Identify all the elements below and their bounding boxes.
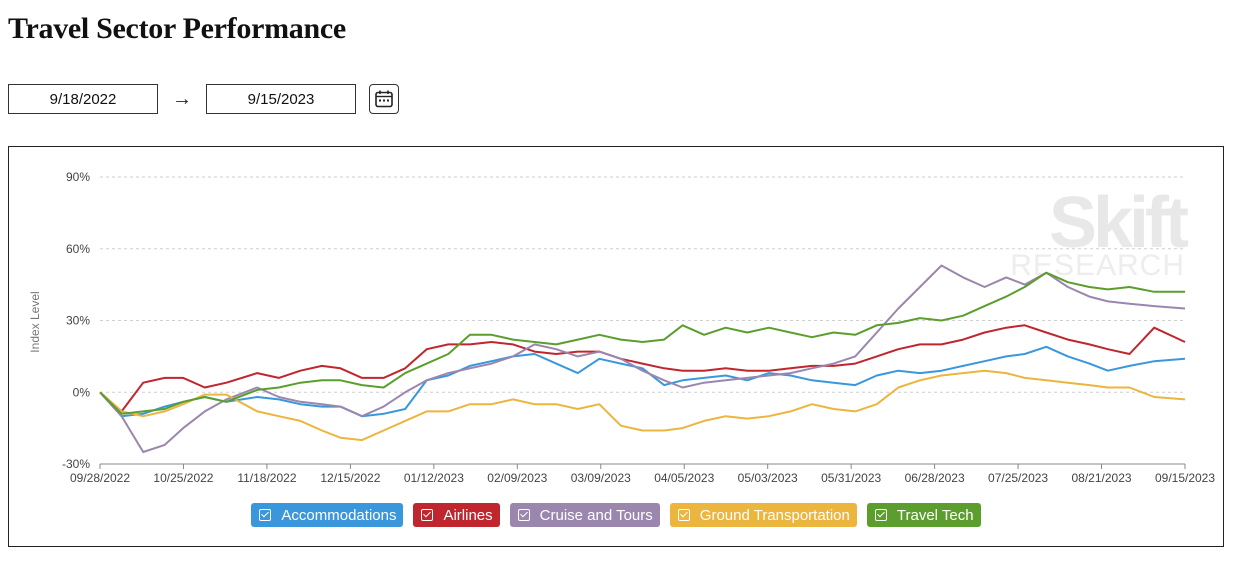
legend-item-cruise-and-tours[interactable]: Cruise and Tours	[510, 503, 660, 527]
x-tick-label: 10/25/2022	[153, 471, 213, 485]
x-tick-label: 05/31/2023	[821, 471, 881, 485]
legend-label: Airlines	[443, 507, 492, 524]
x-tick-label: 07/25/2023	[988, 471, 1048, 485]
arrow-right-icon: →	[158, 84, 206, 114]
checkbox-icon	[421, 509, 433, 521]
x-tick-label: 04/05/2023	[654, 471, 714, 485]
checkbox-icon	[518, 509, 530, 521]
chart-legend: Accommodations Airlines Cruise and Tours Gr…	[9, 503, 1223, 527]
skift-research-watermark: Skift RESEARCH	[1010, 183, 1189, 282]
x-tick-label: 05/03/2023	[738, 471, 798, 485]
y-tick-label: -30%	[62, 457, 90, 471]
x-tick-label: 06/28/2023	[905, 471, 965, 485]
checkbox-icon	[678, 509, 690, 521]
checkbox-icon	[875, 509, 887, 521]
calendar-button[interactable]	[369, 84, 399, 114]
y-axis-label: Index Level	[28, 291, 42, 352]
x-tick-label: 01/12/2023	[404, 471, 464, 485]
x-tick-label: 02/09/2023	[487, 471, 547, 485]
legend-item-travel-tech[interactable]: Travel Tech	[867, 503, 981, 527]
chart-container: Skift RESEARCH -30% 0% 30% 60% 90% 09/28/202…	[8, 146, 1224, 547]
x-tick-label: 11/18/2022	[237, 471, 296, 485]
x-tick-label: 03/09/2023	[571, 471, 631, 485]
legend-item-airlines[interactable]: Airlines	[413, 503, 499, 527]
y-tick-label: 60%	[66, 242, 90, 256]
y-tick-label: 90%	[66, 170, 90, 184]
start-date-input[interactable]	[8, 84, 158, 114]
y-tick-label: 30%	[66, 314, 90, 328]
legend-item-ground-transportation[interactable]: Ground Transportation	[670, 503, 857, 527]
x-tick-label: 09/15/2023	[1155, 471, 1215, 485]
end-date-input[interactable]	[206, 84, 356, 114]
line-chart: Skift RESEARCH -30% 0% 30% 60% 90% 09/28/202…	[9, 147, 1223, 546]
series-line-cruise-and-tours	[100, 266, 1185, 453]
page-title: Travel Sector Performance	[8, 12, 346, 46]
series-line-accommodations	[100, 347, 1185, 416]
series-line-ground-transportation	[100, 371, 1185, 440]
x-tick-label: 09/28/2022	[70, 471, 130, 485]
y-tick-label: 0%	[73, 385, 91, 399]
checkbox-icon	[259, 509, 271, 521]
legend-label: Travel Tech	[897, 507, 974, 524]
x-tick-label: 12/15/2022	[320, 471, 380, 485]
legend-label: Accommodations	[281, 507, 396, 524]
legend-label: Ground Transportation	[700, 507, 850, 524]
legend-label: Cruise and Tours	[540, 507, 653, 524]
x-tick-label: 08/21/2023	[1072, 471, 1132, 485]
calendar-icon	[374, 89, 394, 109]
date-range-picker: →	[8, 84, 399, 114]
legend-item-accommodations[interactable]: Accommodations	[251, 503, 403, 527]
